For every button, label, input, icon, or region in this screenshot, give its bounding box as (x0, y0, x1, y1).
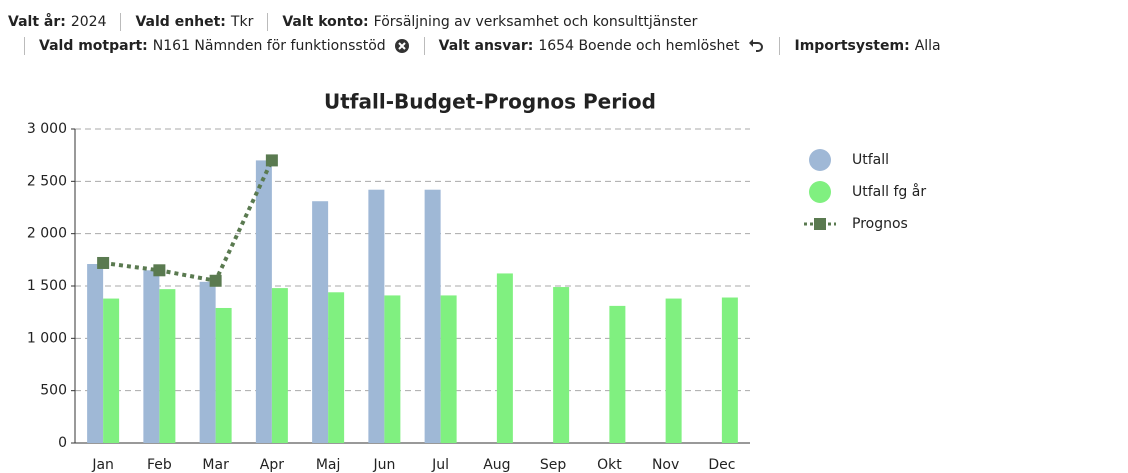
x-tick-label: Okt (597, 457, 622, 473)
separator (120, 13, 122, 31)
y-tick-label: 1 000 (27, 330, 67, 346)
line-marker (97, 256, 110, 269)
bar (440, 295, 457, 443)
legend-label: Prognos (852, 216, 908, 232)
legend-label: Utfall fg år (852, 183, 926, 200)
filter-label: Vald enhet: (135, 14, 226, 30)
bar (255, 160, 272, 443)
bar (312, 201, 329, 443)
x-tick-label: Maj (316, 457, 341, 473)
bar (609, 305, 626, 443)
filter-value: N161 Nämnden för funktionsstöd (152, 38, 386, 54)
bar (271, 288, 288, 443)
legend-marker (809, 181, 831, 203)
bar (424, 189, 441, 443)
filter-row: Vald motpart: N161 Nämnden för funktionss… (8, 34, 1123, 58)
bar (665, 298, 682, 443)
line (102, 159, 274, 284)
y-tick-label: 2 000 (27, 226, 67, 242)
bar (368, 189, 385, 443)
filter-row: Valt år: 2024 Vald enhet: Tkr Valt konto: F… (8, 10, 1123, 34)
filter-label: Vald motpart: (39, 38, 148, 54)
separator (24, 37, 25, 55)
bar (553, 287, 570, 443)
filter-value: 2024 (70, 14, 107, 30)
chart-title: Utfall-Budget-Prognos Period (324, 90, 656, 114)
filter-label: Importsystem: (794, 38, 910, 54)
bar (87, 264, 104, 443)
line-marker (209, 274, 222, 287)
x-tick-label: Jul (431, 457, 449, 473)
bar (496, 273, 513, 443)
line-marker (265, 154, 278, 167)
filter-value: Tkr (230, 14, 254, 30)
x-tick-label: Sep (540, 457, 567, 473)
filter-label: Valt konto: (282, 14, 369, 30)
x-tick-label: Apr (260, 457, 284, 473)
line-marker (153, 264, 166, 277)
bar (215, 307, 232, 443)
bar (159, 289, 176, 443)
separator (779, 37, 781, 55)
bar (199, 281, 216, 443)
x-tick-label: Jun (372, 457, 395, 473)
undo-icon[interactable] (747, 38, 765, 54)
filter-value: 1654 Boende och hemlöshet (538, 38, 740, 54)
y-tick-label: 1 500 (27, 278, 67, 294)
separator (423, 37, 425, 55)
x-tick-label: Mar (202, 457, 229, 473)
x-tick-label: Aug (483, 457, 510, 473)
filter-label: Valt år: (8, 14, 66, 30)
legend-marker (809, 149, 831, 171)
y-tick-label: 2 500 (27, 173, 67, 189)
x-tick-label: Nov (652, 457, 679, 473)
y-tick-label: 0 (58, 435, 67, 451)
bar (143, 270, 160, 443)
bar (328, 292, 345, 443)
y-tick-label: 500 (40, 383, 67, 399)
filter-value: Försäljning av verksamhet och konsulttjä… (373, 14, 698, 30)
legend-marker (814, 218, 826, 230)
legend-label: Utfall (852, 152, 889, 168)
bar (103, 298, 120, 443)
bar (721, 297, 738, 443)
filter-value: Alla (914, 38, 941, 54)
filter-label: Valt ansvar: (438, 38, 534, 54)
x-tick-label: Dec (708, 457, 735, 473)
x-tick-label: Jan (91, 457, 114, 473)
separator (267, 13, 269, 31)
bar (384, 295, 401, 443)
clear-icon[interactable] (394, 38, 410, 54)
filter-bar: Valt år: 2024 Vald enhet: Tkr Valt konto: F… (8, 10, 1123, 58)
x-tick-label: Feb (147, 457, 172, 473)
y-tick-label: 3 000 (27, 121, 67, 137)
